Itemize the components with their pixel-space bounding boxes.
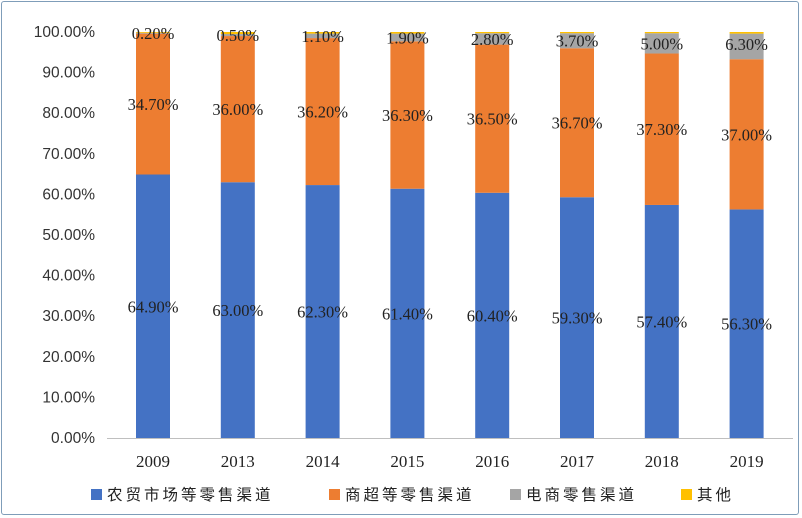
legend-item: 其他 <box>681 486 734 504</box>
y-tick-label: 50.00% <box>42 227 95 244</box>
bar-segment <box>644 32 679 34</box>
data-label: 37.00% <box>721 125 772 144</box>
bar-segment <box>475 44 510 193</box>
x-tick-label: 2019 <box>730 452 764 471</box>
y-tick-label: 20.00% <box>42 349 95 366</box>
data-label: 36.20% <box>297 103 348 122</box>
legend-label: 商超等零售渠道 <box>345 486 475 504</box>
bar-segment <box>220 182 255 438</box>
data-label: 59.30% <box>552 309 603 328</box>
y-tick-label: 90.00% <box>42 65 95 82</box>
bar-segment <box>136 174 170 439</box>
bar-segment <box>560 32 594 34</box>
legend-item: 商超等零售渠道 <box>329 486 475 504</box>
y-tick-label: 70.00% <box>42 146 95 163</box>
y-tick-label: 40.00% <box>42 268 95 285</box>
data-label: 63.00% <box>212 301 263 320</box>
x-tick-label: 2014 <box>306 452 341 471</box>
x-tick-label: 2017 <box>560 452 595 471</box>
bar-segment <box>220 34 255 37</box>
legend-label: 电商零售渠道 <box>526 486 637 504</box>
data-label: 6.30% <box>725 35 768 54</box>
data-label: 62.30% <box>297 303 348 322</box>
legend-item: 农贸市场等零售渠道 <box>91 486 274 504</box>
bar-segment <box>475 192 510 438</box>
bar-segment <box>475 32 510 34</box>
legend-swatch <box>91 489 102 500</box>
data-label: 60.40% <box>467 306 518 325</box>
legend: 农贸市场等零售渠道 商超等零售渠道 电商零售渠道 其他 <box>91 486 734 504</box>
data-label: 64.90% <box>128 297 179 316</box>
bar-segment <box>560 48 594 198</box>
bar-segment <box>305 33 340 39</box>
legend-label: 其他 <box>697 486 734 504</box>
legend-swatch <box>510 489 521 500</box>
bar-segment <box>729 59 764 210</box>
data-label: 36.70% <box>552 114 603 133</box>
bar-segment <box>644 53 679 205</box>
bar-segment <box>220 32 255 35</box>
bar-segment <box>729 209 764 438</box>
data-label: 1.90% <box>386 28 429 47</box>
data-label: 5.00% <box>640 34 683 53</box>
legend-swatch <box>681 489 692 500</box>
y-tick-label: 10.00% <box>42 389 95 406</box>
y-tick-label: 0.00% <box>51 430 95 447</box>
bar-segment <box>305 185 340 438</box>
data-label: 1.10% <box>301 27 344 46</box>
legend-label: 农贸市场等零售渠道 <box>107 486 274 504</box>
bar-segment <box>475 33 510 45</box>
x-tick-label: 2015 <box>390 452 424 471</box>
y-axis-ticks: 0.00% 10.00% 20.00% 30.00% 40.00% 50.00% 60.00… <box>34 24 95 447</box>
y-tick-label: 80.00% <box>42 105 95 122</box>
data-label: 34.70% <box>128 95 179 114</box>
y-tick-label: 60.00% <box>42 186 95 203</box>
data-label: 2.80% <box>471 30 514 49</box>
bar-segment <box>390 41 425 189</box>
x-tick-label: 2018 <box>645 452 679 471</box>
bar-segment <box>560 197 594 438</box>
data-label: 36.00% <box>212 100 263 119</box>
bar-segment <box>136 32 170 33</box>
data-label: 36.30% <box>382 106 433 125</box>
bar-segment <box>644 204 679 438</box>
data-label: 36.50% <box>467 110 518 129</box>
x-tick-label: 2009 <box>136 452 170 471</box>
bar-segment <box>305 32 340 34</box>
data-label: 57.40% <box>636 312 687 331</box>
legend-swatch <box>329 489 340 500</box>
bar-segment <box>220 36 255 183</box>
bars <box>136 32 764 439</box>
bar-segment <box>644 33 679 54</box>
bar-segment <box>136 33 170 175</box>
data-label: 56.30% <box>721 315 772 334</box>
bar-segment <box>390 32 425 34</box>
y-tick-label: 30.00% <box>42 308 95 325</box>
bar-segment <box>305 38 340 186</box>
legend-item: 电商零售渠道 <box>510 486 637 504</box>
bar-segment <box>560 33 594 49</box>
y-tick-label: 100.00% <box>34 24 95 41</box>
data-label: 61.40% <box>382 304 433 323</box>
bar-segment <box>729 32 764 34</box>
data-label: 0.50% <box>216 26 259 45</box>
x-axis-ticks: 2009 2013 2014 2015 2016 2017 2018 2019 <box>136 452 764 471</box>
data-label: 37.30% <box>636 120 687 139</box>
bar-segment <box>136 32 170 34</box>
bar-segment <box>390 188 425 438</box>
data-label: 3.70% <box>556 32 599 51</box>
data-label: 0.20% <box>132 24 175 43</box>
x-tick-label: 2013 <box>221 452 255 471</box>
data-labels: 64.90% 34.70% 0.20% 63.00% 36.00% 0.50% 62.30%… <box>128 24 773 333</box>
bar-segment <box>390 33 425 42</box>
x-tick-label: 2016 <box>475 452 509 471</box>
bar-segment <box>729 33 764 60</box>
